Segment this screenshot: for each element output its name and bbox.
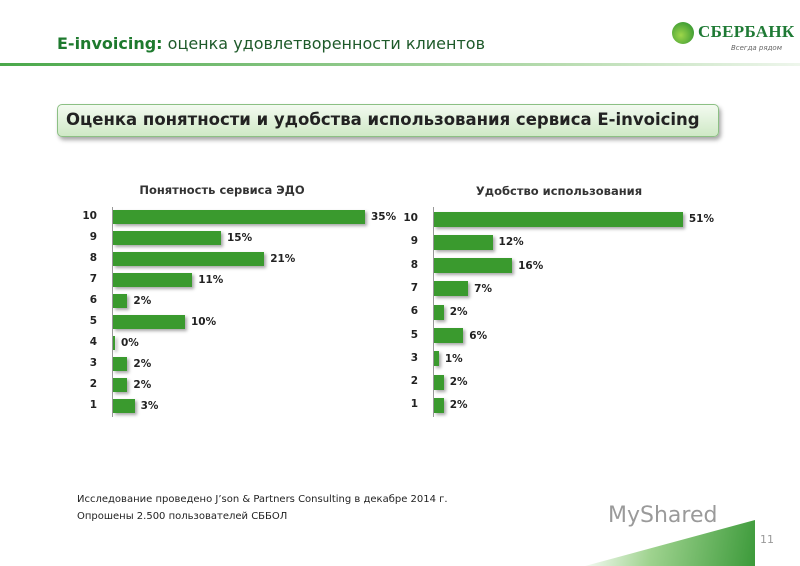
bar xyxy=(434,304,444,320)
page-number: 11 xyxy=(760,533,774,546)
data-label: 1% xyxy=(444,352,463,365)
bar xyxy=(113,252,265,266)
bar xyxy=(434,374,444,390)
category-label: 2 xyxy=(410,375,418,388)
data-label: 7% xyxy=(474,282,492,295)
category-label: 6 xyxy=(89,294,97,306)
bar xyxy=(113,210,365,224)
footer-note-2: Опрошены 2.500 пользователей СББОЛ xyxy=(77,511,288,522)
data-label: 0% xyxy=(121,337,139,349)
data-label: 51% xyxy=(688,213,715,225)
category-label: 7 xyxy=(410,281,418,294)
category-label: 7 xyxy=(89,273,97,285)
category-label: 10 xyxy=(82,210,97,222)
sberbank-logo: СБЕРБАНК Всегда рядом xyxy=(672,20,794,52)
data-label: 35% xyxy=(371,211,397,223)
bar xyxy=(113,231,221,245)
category-label: 5 xyxy=(410,328,418,341)
bar xyxy=(113,336,115,350)
bar xyxy=(113,378,128,392)
category-label: 8 xyxy=(410,258,418,271)
category-label: 9 xyxy=(410,235,418,248)
bar xyxy=(434,328,464,343)
bar xyxy=(113,399,135,413)
category-label: 1 xyxy=(410,398,418,411)
data-label: 2% xyxy=(449,399,468,412)
category-label: 2 xyxy=(89,378,97,390)
data-label: 2% xyxy=(133,295,152,307)
data-label: 10% xyxy=(191,316,217,328)
data-label: 2% xyxy=(133,358,152,370)
bar xyxy=(434,281,469,297)
chart-title: Понятность сервиса ЭДО xyxy=(139,183,305,197)
bar xyxy=(113,357,128,371)
category-label: 3 xyxy=(410,351,418,364)
slide-title: E-invoicing: оценка удовлетворенности кл… xyxy=(57,34,485,53)
bar xyxy=(434,258,513,274)
category-label: 1 xyxy=(89,399,97,411)
category-label: 3 xyxy=(89,357,97,369)
data-label: 6% xyxy=(469,329,488,342)
category-label: 8 xyxy=(89,252,97,264)
watermark: MyShared xyxy=(608,503,718,528)
category-label: 4 xyxy=(89,336,97,348)
bar xyxy=(434,234,493,250)
bar xyxy=(434,351,439,367)
section-subtitle: Оценка понятности и удобства использован… xyxy=(57,104,719,137)
bar xyxy=(434,397,444,413)
bar xyxy=(434,211,683,227)
category-label: 5 xyxy=(89,315,97,327)
category-label: 9 xyxy=(89,231,97,243)
category-label: 6 xyxy=(410,305,418,318)
data-label: 21% xyxy=(270,253,296,265)
header-divider xyxy=(0,63,800,66)
data-label: 12% xyxy=(498,236,524,249)
data-label: 2% xyxy=(449,306,468,319)
data-label: 2% xyxy=(133,379,152,391)
data-label: 11% xyxy=(198,274,224,286)
sberbank-logo-icon xyxy=(672,22,694,44)
chart-title: Удобство использования xyxy=(475,184,643,198)
data-label: 3% xyxy=(140,400,159,412)
y-axis xyxy=(433,207,434,418)
data-label: 15% xyxy=(227,232,253,244)
bar xyxy=(113,294,128,308)
bar xyxy=(113,315,185,329)
data-label: 2% xyxy=(449,376,468,389)
category-label: 10 xyxy=(403,212,418,224)
bar xyxy=(113,273,193,287)
y-axis xyxy=(112,206,113,417)
data-label: 16% xyxy=(518,259,544,272)
footer-note-1: Исследование проведено J’son & Partners … xyxy=(77,494,448,505)
